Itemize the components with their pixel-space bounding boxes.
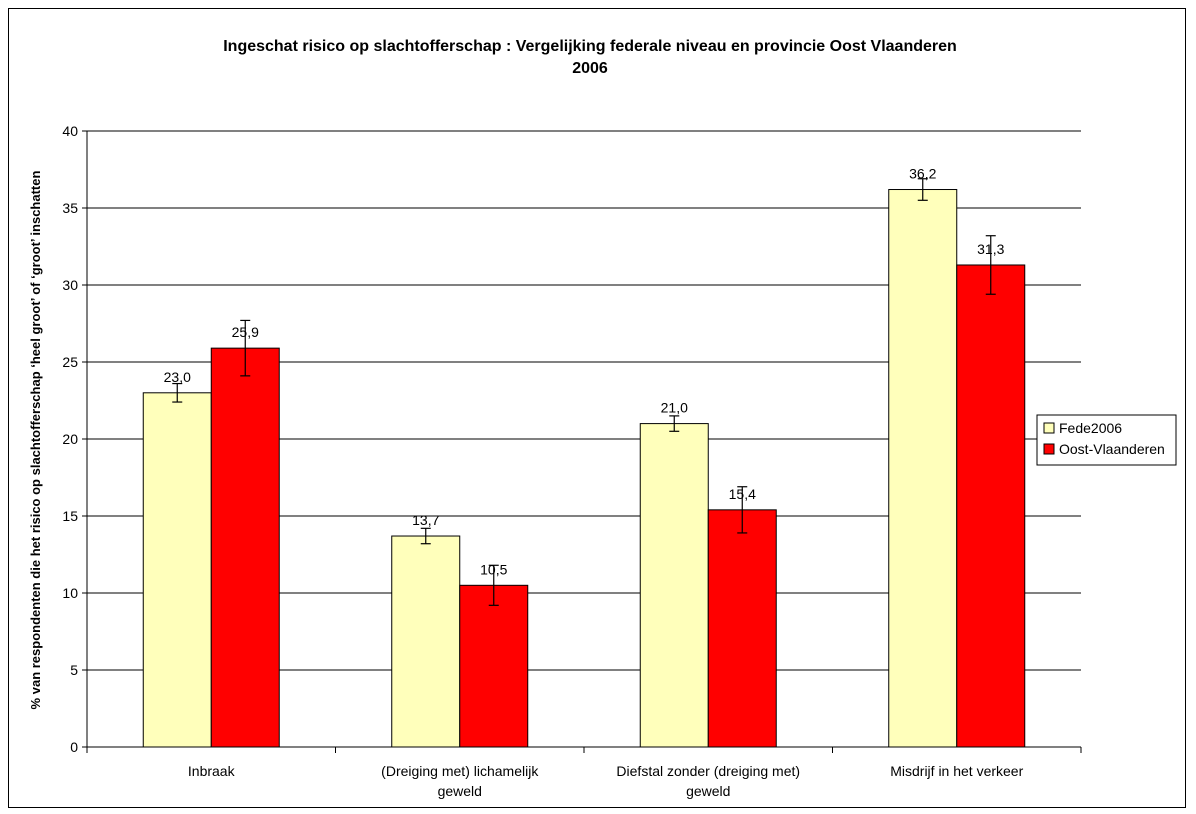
- y-tick-label: 0: [70, 739, 78, 755]
- bar-fede2006: [391, 535, 461, 748]
- legend: Fede2006 Oost-Vlaanderen: [1036, 414, 1177, 466]
- bar-oost-vlaanderen: [956, 264, 1026, 748]
- y-axis-label: % van respondenten die het risico op sla…: [28, 171, 43, 710]
- axes: 0 5 10 15 20 25 30 35 40 Inbraak (Dreiging met) li…: [62, 123, 1082, 799]
- chart-area: Ingeschat risico op slachtofferschap : V…: [8, 8, 1186, 808]
- data-label: 21,0: [661, 400, 688, 416]
- y-tick-label: 15: [62, 508, 78, 524]
- bar-fede2006: [639, 423, 709, 748]
- data-label: 13,7: [412, 512, 439, 528]
- data-labels: 23,0 13,7 21,0 36,2 25,9 10,5 15,4 31,3: [164, 166, 1005, 578]
- data-label: 25,9: [232, 324, 259, 340]
- y-tick-label: 10: [62, 585, 78, 601]
- y-tick-label: 40: [62, 123, 78, 139]
- x-tick-label: Diefstal zonder (dreiging met) geweld: [616, 763, 800, 799]
- legend-box: [1036, 414, 1177, 466]
- bar-fede2006: [888, 189, 958, 748]
- x-tick-label: Misdrijf in het verkeer: [890, 763, 1023, 779]
- y-tick-label: 35: [62, 200, 78, 216]
- y-tick-label: 30: [62, 277, 78, 293]
- bar-oost-vlaanderen: [707, 509, 777, 748]
- legend-label: Fede2006: [1059, 420, 1122, 436]
- legend-swatch: [1043, 443, 1055, 455]
- data-label: 31,3: [977, 241, 1004, 257]
- y-tick-label: 5: [70, 662, 78, 678]
- chart-subtitle: 2006: [572, 60, 608, 77]
- bar-oost-vlaanderen: [210, 347, 280, 748]
- data-label: 15,4: [729, 486, 756, 502]
- data-label: 10,5: [480, 561, 507, 577]
- chart-title: Ingeschat risico op slachtofferschap : V…: [223, 38, 957, 55]
- bar-fede2006: [142, 392, 212, 748]
- bar-oost-vlaanderen: [459, 584, 529, 748]
- y-tick-label: 20: [62, 431, 78, 447]
- bar-chart: Ingeschat risico op slachtofferschap : V…: [28, 38, 1177, 799]
- x-tick-label: (Dreiging met) lichamelijk geweld: [381, 763, 539, 799]
- legend-swatch: [1043, 422, 1055, 434]
- data-label: 23,0: [164, 369, 191, 385]
- x-tick-label: Inbraak: [188, 763, 236, 779]
- legend-label: Oost-Vlaanderen: [1059, 441, 1165, 457]
- y-tick-label: 25: [62, 354, 78, 370]
- bars: [142, 178, 1026, 748]
- data-label: 36,2: [909, 166, 936, 182]
